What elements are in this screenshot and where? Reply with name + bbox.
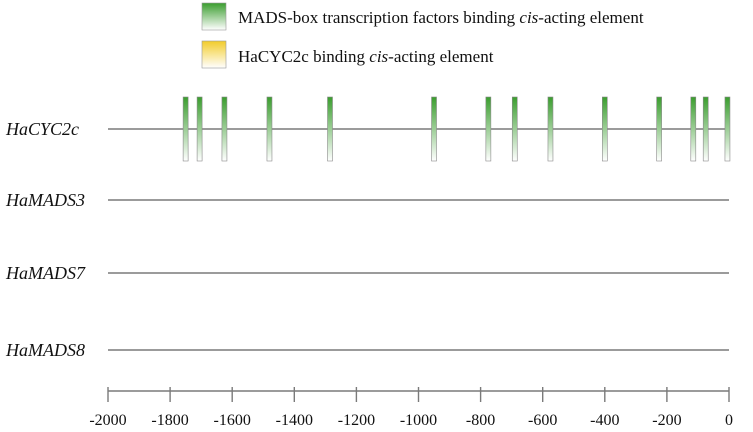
gene-label: HaMADS8 (5, 340, 85, 360)
gene-label: HaMADS3 (5, 190, 85, 210)
gene-track-hamads7: HaMADS7 (5, 263, 729, 283)
mads-element-marker (327, 96, 333, 162)
legend-label-mads-suffix: -acting element (538, 8, 644, 27)
mads-element-marker (702, 96, 709, 162)
legend-label-mads-italic: cis (519, 8, 538, 27)
legend-item-hacyc2c: HaCYC2c binding cis-acting element (201, 40, 494, 69)
gene-label: HaCYC2c (5, 119, 79, 139)
mads-element-marker (266, 96, 273, 162)
mads-element-marker (724, 96, 731, 162)
mads-element-marker (601, 96, 608, 162)
legend-label-mads: MADS-box transcription factors binding c… (238, 8, 644, 27)
mads-element-marker (656, 96, 662, 162)
mads-element-marker (690, 96, 697, 162)
axis-tick-label: -600 (528, 412, 557, 429)
gene-tracks: HaCYC2c HaMADS3 HaMADS7 HaMADS8 (5, 96, 731, 360)
legend-swatch-mads (201, 2, 227, 31)
gene-label: HaMADS7 (5, 263, 86, 283)
axis-tick-label: -1400 (276, 412, 313, 429)
legend-label-hacyc2c-prefix: HaCYC2c binding (238, 47, 369, 66)
legend: MADS-box transcription factors binding c… (201, 2, 644, 69)
mads-element-marker (196, 96, 203, 162)
axis-tick-label: -1200 (338, 412, 375, 429)
mads-element-marker (221, 96, 228, 162)
axis-tick-label: -400 (590, 412, 619, 429)
gene-track-hacyc2c: HaCYC2c (5, 96, 731, 162)
position-axis: -2000 -1800 -1600 -1400 -1200 -1000 -800 -600 -4… (89, 387, 733, 429)
legend-label-mads-prefix: MADS-box transcription factors binding (238, 8, 519, 27)
axis-tick-label: -800 (466, 412, 495, 429)
axis-tick-label: 0 (725, 412, 733, 429)
axis-tick-label: -2000 (89, 412, 126, 429)
legend-label-hacyc2c-suffix: -acting element (388, 47, 494, 66)
legend-label-hacyc2c-italic: cis (369, 47, 388, 66)
mads-element-marker (547, 96, 554, 162)
mads-element-marker (431, 96, 437, 162)
legend-label-hacyc2c: HaCYC2c binding cis-acting element (238, 47, 494, 66)
axis-tick-label: -200 (652, 412, 681, 429)
gene-track-hamads8: HaMADS8 (5, 340, 729, 360)
gene-track-hamads3: HaMADS3 (5, 190, 729, 210)
axis-tick-label: -1800 (151, 412, 188, 429)
mads-element-marker (511, 96, 518, 162)
axis-tick-label: -1600 (214, 412, 251, 429)
mads-element-marker (485, 96, 492, 162)
legend-item-mads: MADS-box transcription factors binding c… (201, 2, 644, 31)
legend-swatch-hacyc2c (201, 40, 227, 69)
axis-tick-label: -1000 (400, 412, 437, 429)
mads-element-marker (182, 96, 189, 162)
